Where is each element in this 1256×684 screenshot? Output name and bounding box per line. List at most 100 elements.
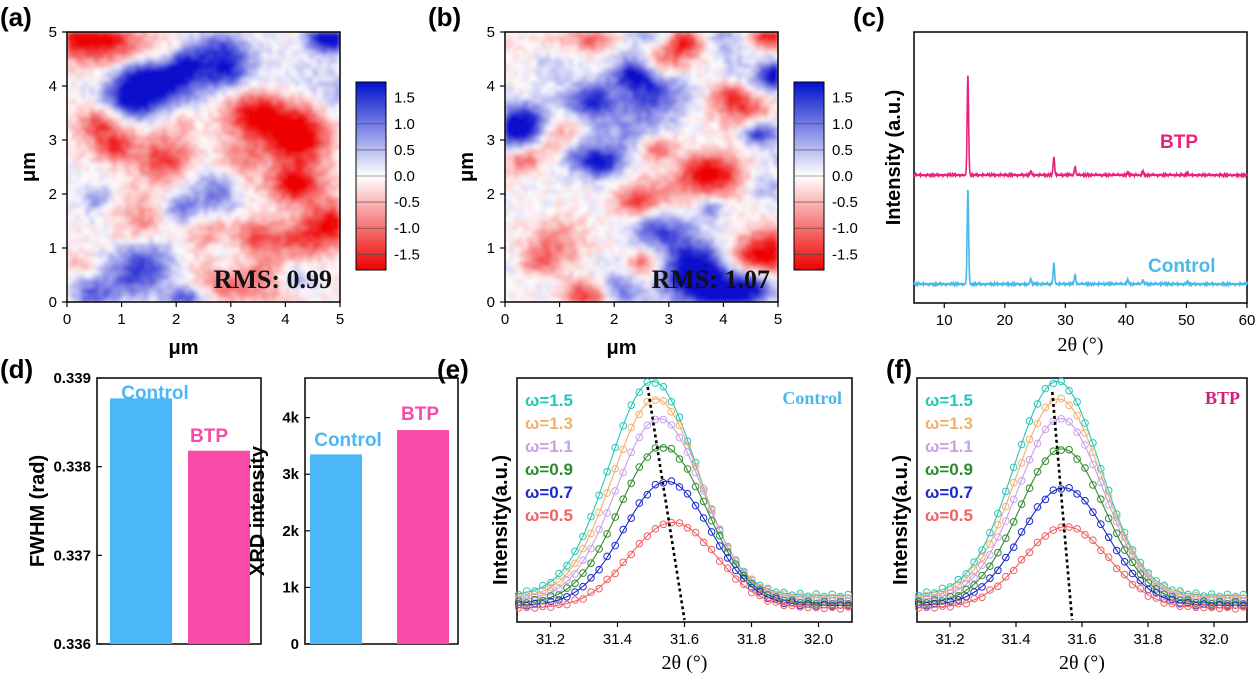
data-point	[1184, 602, 1192, 611]
y-tick-label: 4	[487, 78, 495, 95]
data-point	[914, 604, 923, 612]
data-point	[635, 499, 644, 507]
x-tick-label: 31.6	[1067, 631, 1096, 648]
data-point	[1112, 564, 1121, 573]
data-point	[994, 566, 1002, 575]
data-point	[1002, 553, 1010, 562]
colorbar-tick-label: 1.0	[394, 116, 415, 133]
data-point	[1017, 459, 1026, 467]
data-point	[522, 587, 531, 595]
data-point	[1073, 490, 1081, 498]
bar-control	[310, 454, 362, 644]
data-point	[1009, 478, 1018, 487]
legend-entry: ω=0.5	[925, 506, 973, 525]
data-point	[667, 421, 676, 429]
data-point	[1120, 570, 1129, 579]
data-point	[1192, 599, 1200, 607]
data-point	[627, 423, 636, 432]
data-point	[667, 408, 676, 416]
data-point	[772, 598, 780, 606]
data-point	[1223, 603, 1232, 612]
data-point	[1128, 547, 1137, 556]
data-point	[938, 602, 947, 610]
data-point	[732, 566, 740, 575]
data-point	[723, 564, 732, 573]
data-point	[954, 596, 963, 604]
data-point	[1081, 496, 1089, 505]
colorbar-tick-label: -1.0	[394, 220, 420, 237]
y-tick-label: 0	[291, 636, 299, 653]
plot-frame	[304, 377, 459, 645]
data-point	[986, 540, 994, 548]
data-point	[587, 588, 595, 596]
data-point	[954, 581, 963, 590]
data-point	[1057, 377, 1065, 386]
data-point	[978, 546, 986, 554]
legend-entry: ω=0.7	[925, 483, 973, 502]
data-point	[970, 581, 978, 589]
data-point	[699, 514, 708, 522]
data-point	[970, 574, 978, 582]
data-point	[1120, 546, 1129, 554]
data-point	[715, 542, 724, 550]
data-point	[1009, 566, 1018, 575]
x-tick-label: 40	[1118, 312, 1135, 329]
x-tick-label: 31.2	[935, 631, 964, 648]
x-tick-label: 5	[336, 311, 344, 328]
data-point	[635, 410, 644, 419]
x-tick-label: 2	[610, 311, 618, 328]
data-point	[1104, 553, 1113, 562]
data-point	[978, 593, 986, 602]
data-point	[1239, 597, 1248, 606]
rms-annotation: RMS: 0.99	[214, 265, 332, 294]
data-point	[946, 597, 955, 606]
data-point	[651, 480, 660, 489]
data-point	[978, 571, 986, 580]
data-point	[978, 583, 986, 591]
fit-line	[916, 487, 1247, 607]
x-axis-label: 2θ (°)	[1058, 334, 1104, 356]
data-point	[707, 545, 716, 554]
data-point	[531, 595, 539, 604]
panel-label-e: (e)	[437, 354, 469, 384]
data-point	[1065, 445, 1073, 454]
fit-line	[516, 418, 852, 602]
x-tick-label: 1	[117, 311, 125, 328]
data-point	[547, 597, 555, 606]
data-point	[1065, 484, 1073, 492]
x-tick-label: 31.6	[670, 631, 699, 648]
y-tick-label: 3k	[282, 466, 299, 483]
data-point	[675, 455, 684, 463]
colorbar-tick-label: 1.5	[394, 90, 415, 107]
data-point	[986, 574, 994, 583]
data-point	[643, 490, 652, 499]
data-point	[740, 580, 748, 589]
x-tick-label: 32.0	[1199, 631, 1228, 648]
data-point	[619, 422, 628, 430]
data-point	[994, 582, 1002, 591]
data-point	[1002, 517, 1010, 525]
data-point	[1215, 604, 1224, 613]
data-point	[1176, 602, 1184, 611]
xrd-line-control	[913, 189, 1248, 288]
x-tick-label: 3	[665, 311, 673, 328]
data-point	[1033, 400, 1042, 408]
data-point	[563, 576, 571, 585]
data-point	[1176, 596, 1184, 605]
x-tick-label: 31.4	[1001, 631, 1030, 648]
data-point	[1184, 598, 1192, 607]
colorbar-tick-label: -0.5	[394, 194, 420, 211]
data-point	[691, 468, 700, 477]
data-point	[1104, 501, 1113, 509]
data-point	[539, 596, 547, 605]
data-point	[732, 575, 740, 583]
data-point	[547, 583, 555, 592]
data-point	[962, 579, 971, 588]
bar-control	[110, 398, 172, 644]
data-point	[675, 483, 684, 491]
data-point	[962, 570, 971, 578]
data-point	[820, 604, 829, 613]
x-tick-label: 31.4	[603, 631, 632, 648]
data-point	[651, 444, 660, 452]
data-point	[828, 603, 837, 612]
